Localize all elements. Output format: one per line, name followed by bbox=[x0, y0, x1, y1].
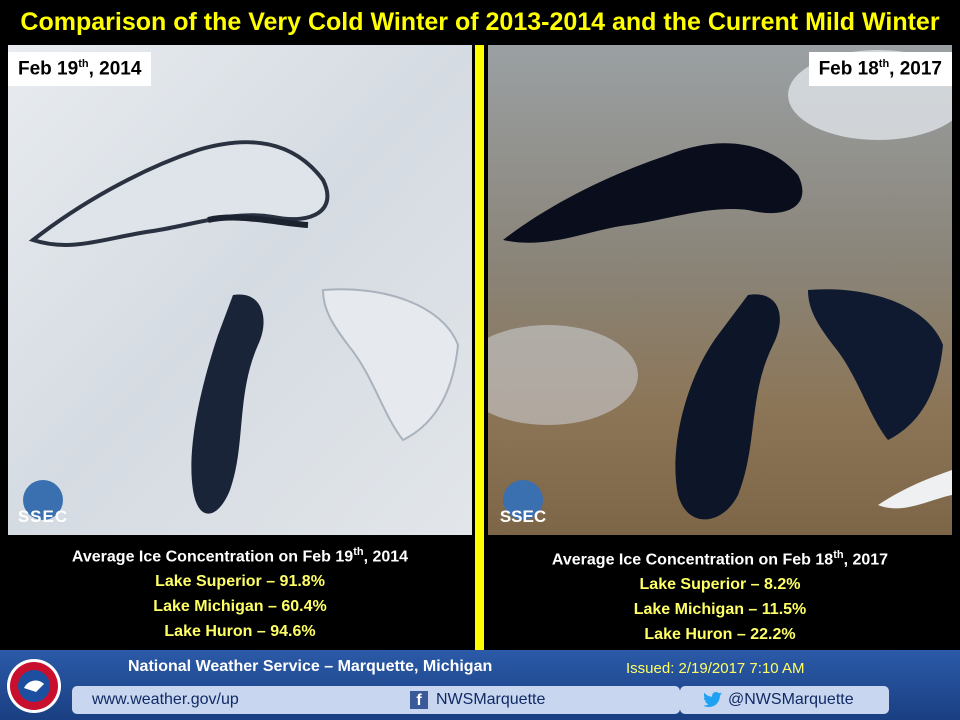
date-text: , 2017 bbox=[889, 58, 942, 80]
date-text: Feb 19 bbox=[18, 58, 79, 80]
text: , 2014 bbox=[363, 548, 409, 566]
issued: Issued: 2/19/2017 7:10 AM bbox=[626, 660, 805, 677]
text: Average Ice Concentration on Feb 18 bbox=[551, 551, 834, 569]
date-text: Feb 18 bbox=[818, 58, 879, 80]
sup: th bbox=[353, 546, 364, 558]
divider bbox=[475, 45, 484, 650]
date-label: Feb 18th, 2017 bbox=[808, 52, 952, 87]
date-sup: th bbox=[878, 58, 890, 70]
website-bar[interactable]: www.weather.gov/up bbox=[72, 686, 410, 714]
lake-stat: Lake Huron – 94.6% bbox=[164, 623, 316, 641]
twitter-bar[interactable]: @NWSMarquette bbox=[680, 686, 889, 714]
facebook[interactable]: NWSMarquette bbox=[436, 691, 546, 708]
twitter[interactable]: @NWSMarquette bbox=[728, 691, 854, 708]
website[interactable]: www.weather.gov/up bbox=[92, 691, 239, 708]
facebook-bar[interactable]: f NWSMarquette bbox=[400, 686, 680, 714]
stats: Average Ice Concentration on Feb 19th, 2… bbox=[4, 540, 476, 641]
stats-heading: Average Ice Concentration on Feb 19th, 2… bbox=[4, 546, 476, 566]
ssec-logo: SSEC bbox=[18, 507, 68, 526]
facebook-icon: f bbox=[410, 690, 428, 709]
date-text: , 2014 bbox=[88, 58, 142, 80]
twitter-icon bbox=[702, 692, 722, 708]
satellite-image-2014: SSEC bbox=[8, 45, 472, 535]
stats: Average Ice Concentration on Feb 18th, 2… bbox=[484, 543, 956, 644]
text: , 2017 bbox=[843, 551, 889, 569]
lake-stat: Lake Superior – 91.8% bbox=[155, 573, 325, 591]
sup: th bbox=[833, 549, 844, 561]
lake-stat: Lake Michigan – 60.4% bbox=[153, 598, 327, 616]
text: Average Ice Concentration on Feb 19 bbox=[71, 548, 354, 566]
date-label: Feb 19th, 2014 bbox=[8, 52, 152, 87]
stats-heading: Average Ice Concentration on Feb 18th, 2… bbox=[484, 549, 956, 569]
ssec-logo: SSEC bbox=[500, 507, 546, 526]
date-sup: th bbox=[78, 58, 89, 70]
satellite-image-2017: SSEC bbox=[488, 45, 952, 535]
lake-stat: Lake Superior – 8.2% bbox=[639, 576, 801, 594]
lake-stat: Lake Huron – 22.2% bbox=[644, 626, 796, 644]
office: National Weather Service – Marquette, Mi… bbox=[128, 658, 493, 675]
lake-stat: Lake Michigan – 11.5% bbox=[633, 601, 807, 619]
nws-logo bbox=[7, 659, 61, 713]
title: Comparison of the Very Cold Winter of 20… bbox=[20, 8, 940, 36]
